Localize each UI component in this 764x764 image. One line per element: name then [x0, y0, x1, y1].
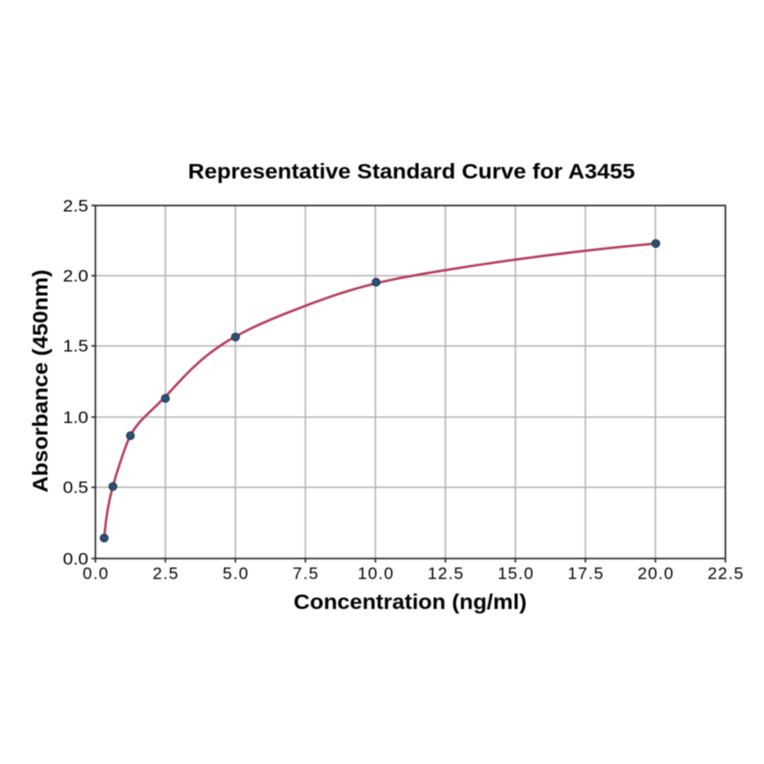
svg-text:12.5: 12.5: [428, 564, 464, 583]
svg-text:20.0: 20.0: [638, 564, 674, 583]
svg-text:2.5: 2.5: [153, 564, 179, 583]
svg-text:0.0: 0.0: [83, 564, 109, 583]
svg-text:17.5: 17.5: [568, 564, 604, 583]
svg-text:22.5: 22.5: [708, 564, 744, 583]
svg-text:0.5: 0.5: [63, 478, 89, 497]
svg-text:7.5: 7.5: [293, 564, 319, 583]
svg-text:0.0: 0.0: [63, 549, 89, 568]
svg-text:Absorbance (450nm): Absorbance (450nm): [29, 270, 53, 493]
svg-text:15.0: 15.0: [498, 564, 534, 583]
svg-text:1.0: 1.0: [63, 408, 89, 427]
svg-text:1.5: 1.5: [63, 337, 89, 356]
svg-text:5.0: 5.0: [223, 564, 249, 583]
svg-text:2.5: 2.5: [63, 196, 89, 215]
svg-text:Representative Standard Curve: Representative Standard Curve for A3455: [188, 159, 635, 183]
svg-text:10.0: 10.0: [358, 564, 394, 583]
svg-text:Concentration (ng/ml): Concentration (ng/ml): [294, 590, 527, 614]
svg-text:2.0: 2.0: [63, 267, 89, 286]
